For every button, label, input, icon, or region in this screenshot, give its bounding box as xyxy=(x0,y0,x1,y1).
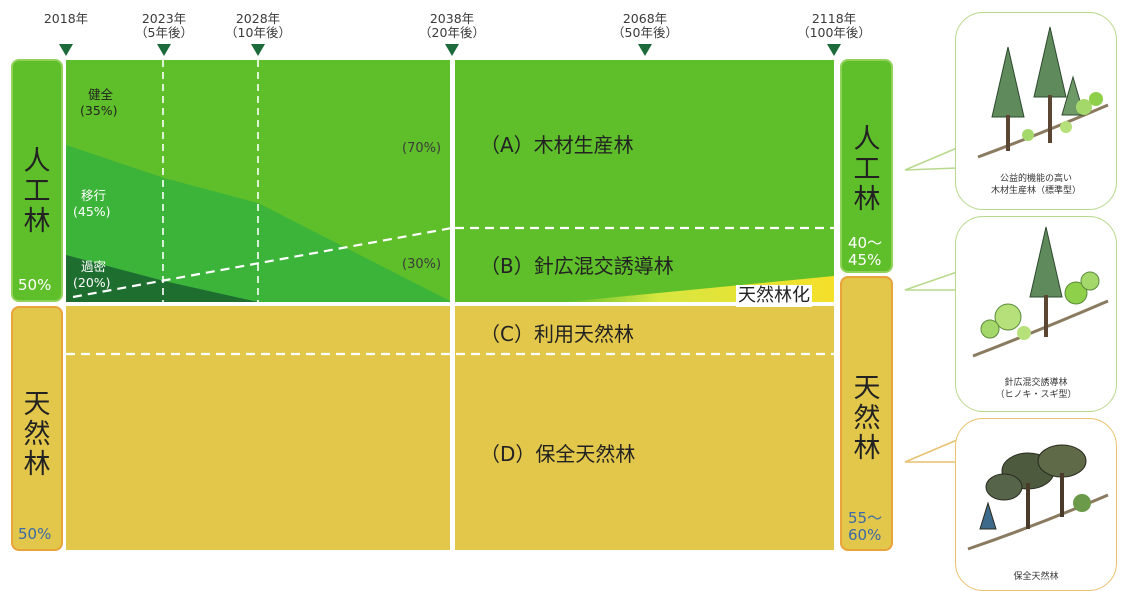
left-plantation-pct: 50% xyxy=(18,276,52,294)
timeline-year: 2068年 xyxy=(622,11,668,26)
left-plantation-label: 人工林 xyxy=(23,146,51,237)
caption-line: （ヒノキ・スギ型） xyxy=(995,390,1077,400)
transition-label: 移行 (45%) xyxy=(73,188,111,220)
timeline-marker-icon xyxy=(827,44,841,56)
bubble-wood-production: 公益的機能の高い 木材生産林（標準型） xyxy=(955,12,1117,210)
healthy-label: 健全 (35%) xyxy=(80,87,118,119)
vertical-separator-2038 xyxy=(450,60,455,550)
timeline-marker-icon xyxy=(638,44,652,56)
timeline-marker-icon xyxy=(251,44,265,56)
timeline-year: 2038年 xyxy=(429,11,475,26)
timeline-label-2038: 2038年 （20年後） xyxy=(407,12,497,40)
timeline-year: 2028年 xyxy=(235,11,281,26)
timeline-sub: （10年後） xyxy=(225,25,291,40)
caption-line: 針広混交誘導林 xyxy=(1004,378,1068,388)
timeline-label-2018: 2018年 xyxy=(21,12,111,26)
left-natural-pct: 50% xyxy=(18,525,52,543)
left-natural-box: 天然林 50% xyxy=(11,306,63,551)
dashed-boundary-b-rise xyxy=(72,226,453,299)
right-plantation-pct: 40～45% xyxy=(848,234,883,269)
timeline-year: 2023年 xyxy=(141,11,187,26)
right-natural-box: 天然林 55～60% xyxy=(840,276,893,551)
dense-name: 過密 xyxy=(81,259,107,274)
mixed-trees-illustration-icon xyxy=(972,226,1109,358)
timeline-marker-icon xyxy=(157,44,171,56)
right-natural-label: 天然林 xyxy=(853,373,881,464)
conifer-trees-illustration-icon xyxy=(977,26,1109,159)
dense-band xyxy=(66,255,258,302)
timeline-sub: （5年後） xyxy=(135,25,193,40)
timeline-label-2028: 2028年 （10年後） xyxy=(213,12,303,40)
timeline-year: 2018年 xyxy=(43,11,89,26)
caption-line: 公益的機能の高い xyxy=(999,174,1072,184)
timeline-sub: （100年後） xyxy=(797,25,871,40)
dense-pct: (20%) xyxy=(73,275,111,290)
right-natural-pct: 55～60% xyxy=(848,509,883,544)
left-plantation-box: 人工林 50% xyxy=(11,59,63,302)
timeline-marker-icon xyxy=(445,44,459,56)
zone-d-label: （D）保全天然林 xyxy=(480,442,636,466)
bubble-mixed-forest: 針広混交誘導林 （ヒノキ・スギ型） xyxy=(955,216,1117,412)
timeline-sub: （20年後） xyxy=(419,25,485,40)
percent-70-label: (70%) xyxy=(402,141,442,156)
bubble-protected-forest: 保全天然林 xyxy=(955,418,1117,591)
broadleaf-trees-illustration-icon xyxy=(967,444,1109,551)
caption-line: 保全天然林 xyxy=(1013,572,1059,582)
zone-c-label: （C）利用天然林 xyxy=(480,322,634,346)
right-plantation-box: 人工林 40～45% xyxy=(840,59,893,273)
timeline-sub: （50年後） xyxy=(612,25,678,40)
zone-a-label: （A）木材生産林 xyxy=(480,133,634,157)
healthy-pct: (35%) xyxy=(80,103,118,118)
dense-label: 過密 (20%) xyxy=(73,259,111,291)
right-plantation-label: 人工林 xyxy=(853,124,881,215)
timeline-year: 2118年 xyxy=(811,11,857,26)
caption-line: 木材生産林（標準型） xyxy=(990,186,1081,196)
timeline-label-2023: 2023年 （5年後） xyxy=(119,12,209,40)
transition-name: 移行 xyxy=(81,188,107,203)
percent-30-label: (30%) xyxy=(402,257,442,272)
bubble-mixed-forest-caption: 針広混交誘導林 （ヒノキ・スギ型） xyxy=(956,377,1116,401)
naturalization-label: 天然林化 xyxy=(736,285,812,307)
bubble-wood-production-caption: 公益的機能の高い 木材生産林（標準型） xyxy=(956,173,1116,197)
left-natural-label: 天然林 xyxy=(23,389,51,480)
timeline-label-2068: 2068年 （50年後） xyxy=(600,12,690,40)
zone-b-label: （B）針広混交誘導林 xyxy=(480,254,674,278)
timeline-label-2118: 2118年 （100年後） xyxy=(789,12,879,40)
healthy-name: 健全 xyxy=(88,87,114,102)
bubble-protected-forest-caption: 保全天然林 xyxy=(956,571,1116,583)
transition-pct: (45%) xyxy=(73,204,111,219)
timeline-marker-icon xyxy=(59,44,73,56)
